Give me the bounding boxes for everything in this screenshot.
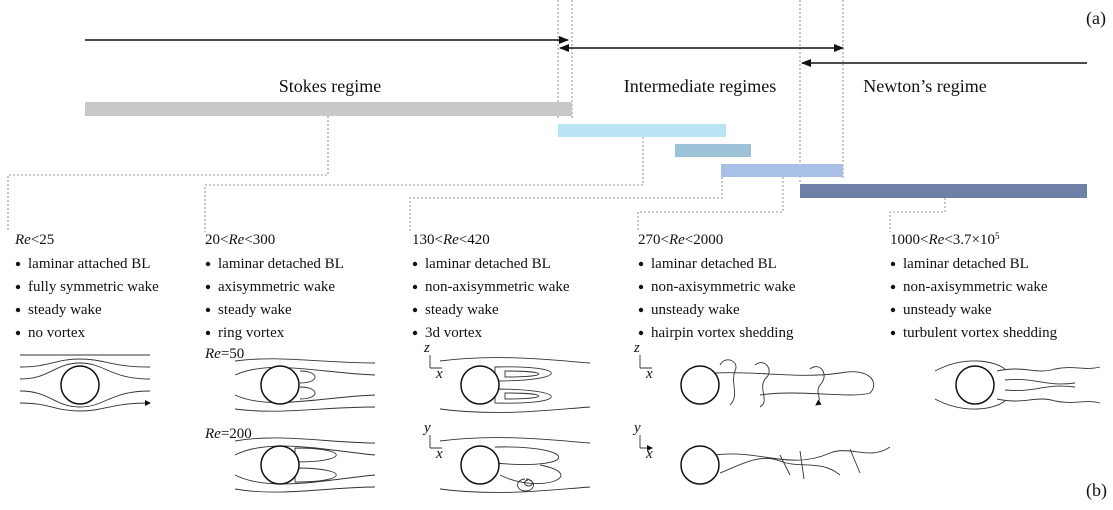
bullet-dot	[890, 284, 896, 290]
text-part: Re	[14, 232, 31, 248]
guides	[557, 0, 844, 184]
text-part: Re	[927, 232, 944, 248]
bullet-text: steady wake	[28, 302, 102, 318]
bullet-text: 3d vortex	[425, 325, 483, 341]
bullet-text: non-axisymmetric wake	[903, 279, 1048, 295]
bullet-text: unsteady wake	[903, 302, 992, 318]
bullet-dot	[890, 261, 896, 267]
regime-name: Intermediate regimes	[624, 76, 776, 96]
axis-label: y	[422, 420, 431, 436]
regime-arrows	[85, 36, 1087, 67]
text-part: 20<	[205, 232, 228, 248]
bullet-dot	[205, 307, 211, 313]
bullet-dot	[412, 307, 418, 313]
text-part: Re	[227, 232, 244, 248]
axis-label: x	[435, 446, 443, 462]
text-part: Re	[668, 232, 685, 248]
bullet-text: non-axisymmetric wake	[651, 279, 796, 295]
bullet-text: laminar detached BL	[218, 256, 344, 272]
axis-label: z	[423, 340, 430, 356]
bullet-dot	[15, 330, 21, 336]
text-part: <300	[244, 232, 275, 248]
column-heading: 130<Re<420	[412, 232, 490, 248]
axis-glyphs	[429, 355, 652, 448]
bullet-dot	[412, 261, 418, 267]
bullet-text: hairpin vortex shedding	[651, 325, 794, 341]
bullet-dot	[15, 284, 21, 290]
column-heading: Re<25	[14, 232, 54, 248]
bullet-dot	[412, 330, 418, 336]
flow-label: Re=200	[204, 426, 252, 442]
bullet-text: unsteady wake	[651, 302, 740, 318]
text-part: 5	[995, 231, 1000, 241]
column-heading: 1000<Re<3.7×105	[890, 231, 1000, 248]
bullet-dot	[638, 261, 644, 267]
bullet-dot	[638, 307, 644, 313]
bullet-dot	[15, 261, 21, 267]
bullet-text: non-axisymmetric wake	[425, 279, 570, 295]
axis-label: x	[645, 446, 653, 462]
text-part: =50	[221, 346, 244, 362]
bullet-text: no vortex	[28, 325, 86, 341]
text-part: 1000<	[890, 232, 928, 248]
label-a: (a)	[1086, 8, 1106, 29]
axis-label: y	[632, 420, 641, 436]
bullet-text: ring vortex	[218, 325, 285, 341]
axis-label: z	[633, 340, 640, 356]
column-heading: 270<Re<2000	[638, 232, 723, 248]
text-part: Re	[442, 232, 459, 248]
bullet-text: laminar detached BL	[903, 256, 1029, 272]
text-part: Re	[204, 346, 221, 362]
column-heading: 20<Re<300	[205, 232, 275, 248]
flow-sketches	[19, 354, 1101, 493]
bullet-text: laminar detached BL	[425, 256, 551, 272]
axis-label: x	[435, 366, 443, 382]
text-part: Re	[204, 426, 221, 442]
text-part: =200	[221, 426, 252, 442]
bullet-text: steady wake	[425, 302, 499, 318]
range-bars	[85, 102, 1087, 198]
bullet-dot	[890, 330, 896, 336]
connectors	[7, 116, 946, 232]
bullet-text: laminar detached BL	[651, 256, 777, 272]
bullet-dot	[205, 330, 211, 336]
text-part: 270<	[638, 232, 669, 248]
text-part: <420	[459, 232, 490, 248]
axis-label: x	[645, 366, 653, 382]
bullet-dot	[15, 307, 21, 313]
regime-name: Newton’s regime	[863, 76, 986, 96]
bullet-dot	[638, 284, 644, 290]
text-part: <25	[31, 232, 54, 248]
regime-name: Stokes regime	[279, 76, 381, 96]
bullet-text: axisymmetric wake	[218, 279, 335, 295]
bullet-dot	[205, 261, 211, 267]
bullet-text: steady wake	[218, 302, 292, 318]
label-b: (b)	[1086, 480, 1107, 501]
bullet-text: turbulent vortex shedding	[903, 325, 1058, 341]
bullet-dot	[205, 284, 211, 290]
bullet-dot	[412, 284, 418, 290]
flow-label: Re=50	[204, 346, 244, 362]
bullet-dot	[890, 307, 896, 313]
text-part: <2000	[685, 232, 723, 248]
text-part: <3.7×10	[944, 232, 995, 248]
bullet-text: laminar attached BL	[28, 256, 150, 272]
bullet-dot	[638, 330, 644, 336]
bullet-text: fully symmetric wake	[28, 279, 159, 295]
text-part: 130<	[412, 232, 443, 248]
